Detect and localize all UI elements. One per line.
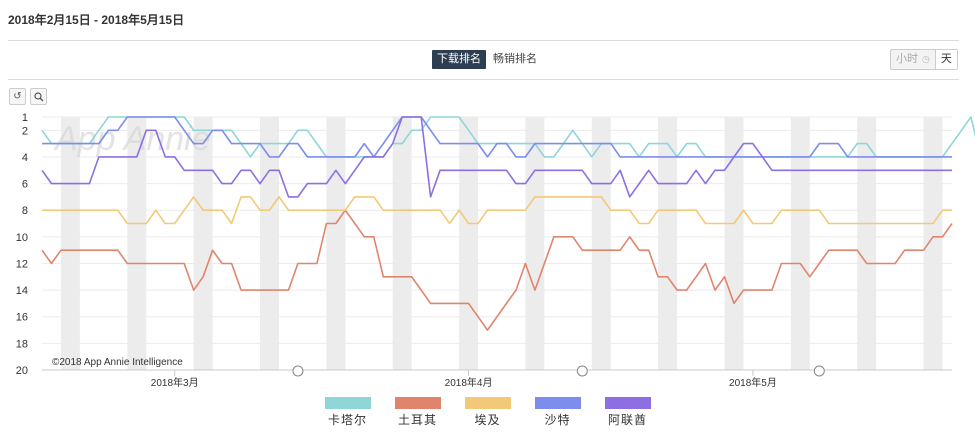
navigator-handle-icon	[292, 365, 304, 377]
legend-label: 阿联酋	[607, 413, 647, 427]
legend-swatch	[394, 397, 441, 409]
series-line-埃及	[42, 196, 952, 225]
y-tick-label: 2	[22, 125, 28, 137]
legend-label: 土耳其	[397, 413, 437, 427]
legend-label: 埃及	[474, 413, 501, 427]
legend-item[interactable]: 卡塔尔	[324, 397, 372, 428]
date-range-title: 2018年2月15日 - 2018年5月15日	[8, 13, 185, 27]
weekend-band	[857, 117, 877, 370]
legend-item[interactable]: 土耳其	[394, 397, 442, 428]
legend-swatch	[464, 397, 511, 409]
granularity-hour-button[interactable]: 小时 ◷	[891, 50, 935, 69]
y-tick-label: 1	[22, 112, 28, 124]
weekend-band	[260, 117, 279, 370]
granularity-day-button[interactable]: 天	[934, 50, 957, 69]
clock-icon: ◷	[922, 54, 930, 64]
navigator-handle-icon	[576, 365, 588, 377]
legend-item[interactable]: 沙特	[534, 397, 582, 428]
weekend-band	[326, 117, 346, 370]
y-tick-label: 6	[22, 179, 28, 191]
x-tick-label: 2018年3月	[151, 376, 199, 389]
navigator-handle-icon	[813, 365, 825, 377]
weekend-band	[459, 117, 479, 370]
weekend-band	[525, 117, 545, 370]
legend-swatch	[324, 397, 371, 409]
chart-toolbar: ↺	[9, 88, 51, 105]
x-tick-label: 2018年4月	[445, 376, 493, 389]
x-tick-label: 2018年5月	[729, 376, 777, 389]
legend-swatch	[534, 397, 581, 409]
legend-label: 沙特	[544, 413, 571, 427]
copyright-text: ©2018 App Annie Intelligence	[52, 357, 183, 368]
y-tick-label: 10	[16, 232, 28, 244]
rank-type-tabs: 下载排名 畅销排名	[432, 50, 542, 69]
weekend-band	[193, 117, 213, 370]
y-tick-label: 12	[16, 258, 28, 270]
y-tick-label: 18	[16, 338, 28, 350]
header-divider	[8, 40, 959, 41]
y-tick-label: 20	[16, 365, 28, 377]
legend-swatch	[604, 397, 651, 409]
y-tick-label: 14	[16, 285, 28, 297]
legend-label: 卡塔尔	[327, 413, 367, 427]
series-line-阿联酋	[41, 116, 952, 198]
weekend-band	[923, 117, 943, 370]
weekend-band	[60, 117, 80, 370]
undo-icon[interactable]: ↺	[9, 88, 26, 105]
legend-item[interactable]: 阿联酋	[604, 397, 652, 428]
y-tick-label: 4	[22, 152, 28, 164]
series-line-土耳其	[41, 209, 953, 331]
watermark-logo: App Annie	[53, 120, 211, 158]
y-tick-label: 16	[16, 312, 28, 324]
weekend-band	[658, 117, 678, 370]
zoom-icon[interactable]	[30, 88, 47, 105]
weekend-band	[392, 117, 412, 370]
hour-label: 小时	[896, 53, 918, 65]
y-tick-label: 8	[22, 205, 28, 217]
chart-legend: 卡塔尔 土耳其 埃及 沙特 阿联酋	[0, 397, 975, 428]
tab-download-rank[interactable]: 下载排名	[432, 50, 486, 69]
legend-item[interactable]: 埃及	[464, 397, 512, 428]
tab-grossing-rank[interactable]: 畅销排名	[493, 53, 537, 65]
weekend-band	[127, 117, 147, 370]
series-line-沙特	[42, 116, 952, 158]
weekend-band	[591, 117, 611, 370]
granularity-toggle: 小时 ◷ 天	[890, 49, 958, 70]
weekend-band	[790, 117, 810, 370]
toolbar-divider	[8, 79, 959, 80]
weekend-band	[724, 117, 744, 370]
